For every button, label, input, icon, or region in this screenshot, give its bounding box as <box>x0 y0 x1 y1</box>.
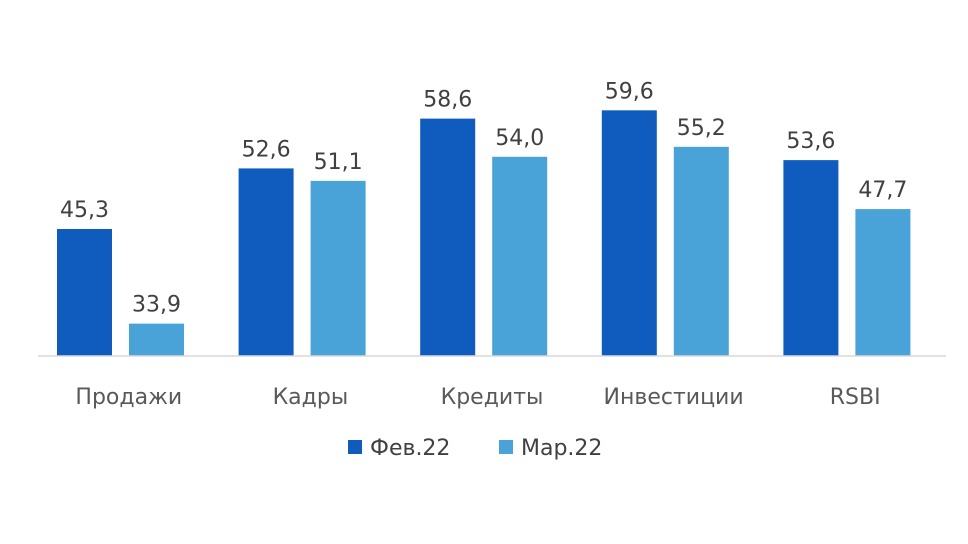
data-label: 59,6 <box>605 79 654 104</box>
value-labels-group: 45,3 33,9 52,6 51,1 58,6 54,0 59,6 55,2 53,6 47,7 <box>60 79 907 317</box>
category-label: RSBI <box>830 385 881 410</box>
bar-mar-4 <box>855 209 911 356</box>
data-label: 45,3 <box>60 198 109 223</box>
category-label: Инвестиции <box>604 385 744 410</box>
category-label: Кредиты <box>441 385 544 410</box>
bars-group <box>57 110 911 357</box>
bar-mar-3 <box>673 146 729 356</box>
legend-swatch <box>348 440 362 454</box>
data-label: 58,6 <box>423 88 472 113</box>
data-label: 47,7 <box>858 178 907 203</box>
bar-feb-0 <box>57 229 112 356</box>
category-label: Кадры <box>273 385 349 410</box>
legend-swatch <box>499 440 513 454</box>
data-label: 53,6 <box>786 129 835 154</box>
bar-mar-1 <box>310 180 366 356</box>
legend-label: Фев.22 <box>370 436 450 461</box>
bar-feb-2 <box>420 118 476 357</box>
bar-feb-4 <box>783 160 839 356</box>
data-label: 55,2 <box>677 116 726 141</box>
bar-mar-2 <box>492 156 548 356</box>
bar-feb-1 <box>238 168 294 356</box>
data-label: 54,0 <box>495 126 544 151</box>
category-label: Продажи <box>75 385 182 410</box>
category-labels-group: Продажи Кадры Кредиты Инвестиции RSBI <box>75 385 880 410</box>
bar-feb-3 <box>601 110 657 356</box>
data-label: 52,6 <box>242 137 291 162</box>
data-label: 33,9 <box>132 293 181 318</box>
bar-mar-0 <box>129 323 184 356</box>
data-label: 51,1 <box>314 150 363 175</box>
legend: Фев.22 Мар.22 <box>348 436 602 461</box>
legend-label: Мар.22 <box>521 436 602 461</box>
